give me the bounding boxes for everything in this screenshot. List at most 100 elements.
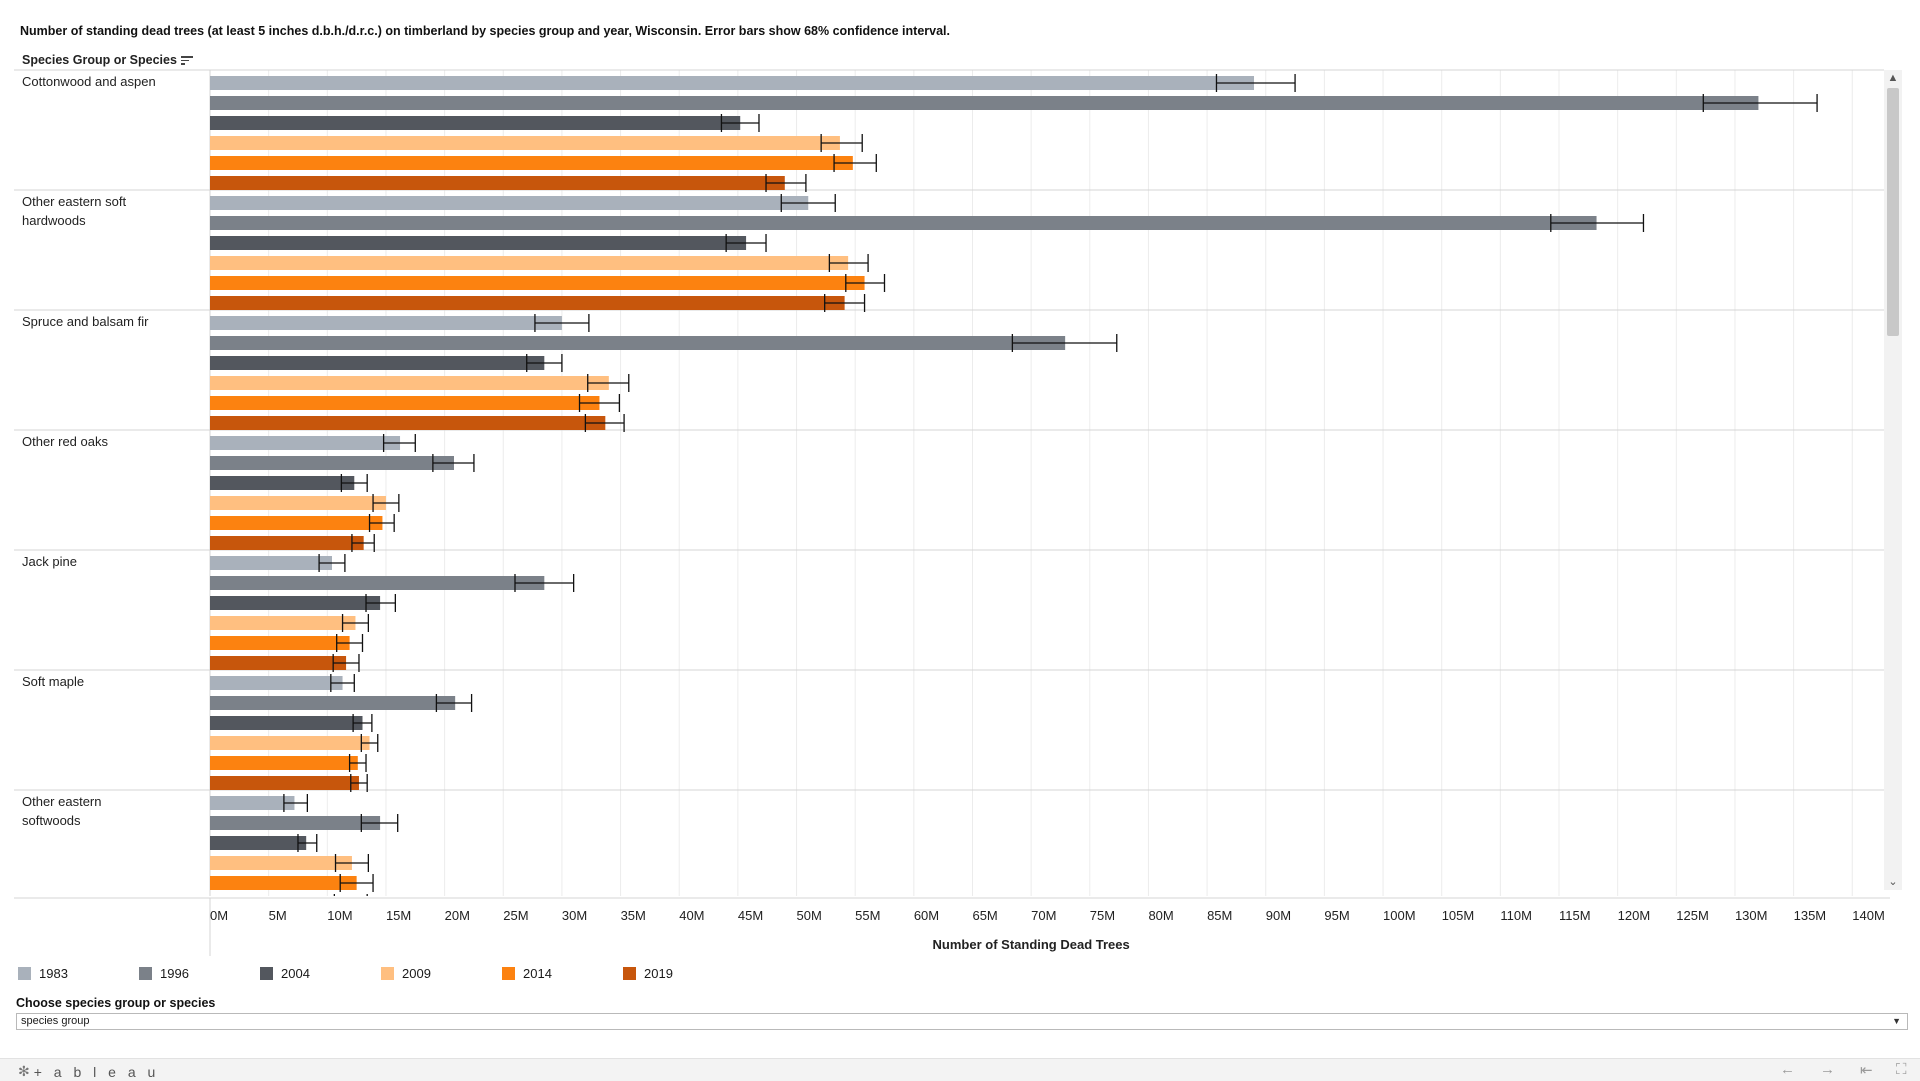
legend-swatch (381, 967, 394, 980)
bar (210, 636, 350, 650)
category-label: Cottonwood and aspen (22, 74, 156, 89)
x-tick-label: 55M (855, 908, 880, 923)
category-label: Other red oaks (22, 434, 108, 449)
legend-item-1983[interactable]: 1983 (18, 966, 68, 981)
bar (210, 496, 386, 510)
x-tick-label: 60M (914, 908, 939, 923)
x-tick-label: 70M (1031, 908, 1056, 923)
legend-swatch (502, 967, 515, 980)
x-tick-label: 20M (445, 908, 470, 923)
bar (210, 276, 865, 290)
chart-title: Number of standing dead trees (at least … (20, 24, 950, 38)
vertical-scrollbar[interactable]: ▲ ⌄ (1884, 70, 1902, 890)
bar (210, 236, 747, 250)
x-tick-label: 5M (269, 908, 287, 923)
legend-label: 2014 (523, 966, 552, 981)
x-tick-label: 80M (1148, 908, 1173, 923)
sort-descending-icon[interactable] (180, 55, 193, 65)
bar (210, 136, 840, 150)
row-header-label: Species Group or Species (22, 53, 177, 67)
x-tick-label: 10M (327, 908, 352, 923)
chart-area[interactable]: Cottonwood and aspen Other eastern soft ha… (0, 66, 1890, 896)
legend-swatch (139, 967, 152, 980)
tableau-logo-text: + a b l e a u (33, 1063, 160, 1080)
bar (210, 176, 785, 190)
x-axis-title: Number of Standing Dead Trees (933, 937, 1130, 952)
legend-label: 1983 (39, 966, 68, 981)
bar (210, 676, 343, 690)
revert-icon[interactable]: ⇤ (1860, 1062, 1873, 1079)
bar (210, 416, 606, 430)
bar (210, 776, 359, 790)
redo-icon[interactable]: → (1820, 1061, 1835, 1078)
x-tick-label: 50M (797, 908, 822, 923)
x-tick-label: 140M (1852, 908, 1885, 923)
x-tick-label: 35M (621, 908, 646, 923)
bar (210, 476, 355, 490)
filter-label: Choose species group or species (16, 996, 216, 1010)
x-tick-label: 25M (503, 908, 528, 923)
legend-item-2019[interactable]: 2019 (623, 966, 673, 981)
bar (210, 156, 853, 170)
bar (210, 576, 545, 590)
chevron-down-icon[interactable]: ⌄ (1888, 876, 1898, 888)
bar (210, 616, 356, 630)
legend-item-2004[interactable]: 2004 (260, 966, 310, 981)
x-axis: 0M 5M 10M 15M 20M 25M 30M 35M 40M 45M 50M 55M 60M 65M… (14, 897, 1890, 956)
bar (210, 316, 562, 330)
bar (210, 656, 347, 670)
x-tick-label: 120M (1618, 908, 1651, 923)
scroll-thumb[interactable] (1887, 88, 1899, 336)
category-label: Soft maple (22, 674, 84, 689)
bar (210, 96, 1759, 110)
x-tick-label: 115M (1559, 908, 1591, 923)
bar (210, 456, 454, 470)
tableau-footer: ✻ + a b l e a u ← → ⇤ ⛶ (0, 1058, 1920, 1081)
x-tick-label: 75M (1090, 908, 1115, 923)
undo-icon[interactable]: ← (1780, 1061, 1795, 1078)
bar (210, 716, 363, 730)
bar (210, 196, 809, 210)
bar (210, 736, 370, 750)
bar-chart: Cottonwood and aspen Other eastern soft ha… (14, 69, 1884, 896)
bar (210, 356, 545, 370)
tableau-logo[interactable]: ✻ + a b l e a u (18, 1063, 159, 1080)
x-tick-label: 45M (738, 908, 763, 923)
bar (210, 396, 600, 410)
x-tick-label: 95M (1324, 908, 1349, 923)
x-tick-label: 105M (1442, 908, 1475, 923)
legend-swatch (260, 967, 273, 980)
legend-swatch (18, 967, 31, 980)
chevron-up-icon[interactable]: ▲ (1887, 72, 1899, 84)
x-tick-label: 65M (972, 908, 997, 923)
x-tick-label: 30M (562, 908, 587, 923)
row-header: Species Group or Species (22, 53, 193, 67)
bar (210, 116, 741, 130)
x-tick-label: 135M (1794, 908, 1827, 923)
bar (210, 596, 381, 610)
x-tick-label: 40M (679, 908, 704, 923)
bar (210, 76, 1255, 90)
bar (210, 556, 332, 570)
tableau-mark-icon: ✻ (18, 1063, 30, 1079)
species-filter-dropdown[interactable]: species group ▼ (16, 1013, 1908, 1030)
legend-item-1996[interactable]: 1996 (139, 966, 189, 981)
x-tick-label: 15M (386, 908, 411, 923)
chevron-down-icon: ▼ (1892, 1016, 1901, 1026)
bar (210, 436, 401, 450)
bar (210, 796, 295, 810)
bar (210, 376, 609, 390)
category-label: Jack pine (22, 554, 77, 569)
x-tick-label: 0M (210, 908, 228, 923)
category-label: Spruce and balsam fir (22, 314, 149, 329)
category-label: Other eastern softwoods (22, 794, 102, 828)
legend-item-2009[interactable]: 2009 (381, 966, 431, 981)
bar (210, 256, 849, 270)
fullscreen-icon[interactable]: ⛶ (1896, 1061, 1907, 1078)
filter-selected-value: species group (21, 1015, 90, 1027)
legend-item-2014[interactable]: 2014 (502, 966, 552, 981)
bar (210, 876, 357, 890)
x-tick-label: 125M (1676, 908, 1709, 923)
bar (210, 296, 845, 310)
legend-swatch (623, 967, 636, 980)
